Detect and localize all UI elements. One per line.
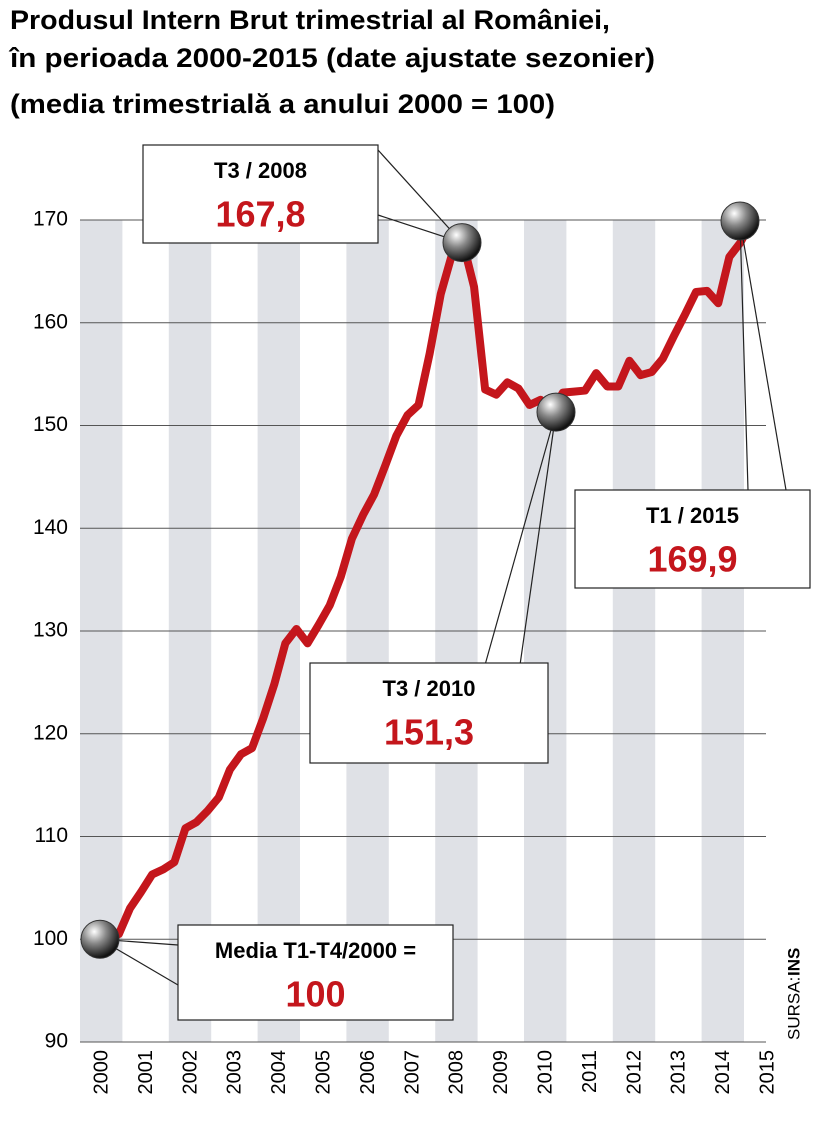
source: SURSA: INS: [784, 948, 803, 1040]
x-tick-label: 2013: [668, 1050, 690, 1095]
callout-box: [574, 489, 811, 589]
x-tick-label: 2010: [534, 1050, 556, 1095]
x-tick-label: 2002: [179, 1050, 201, 1095]
x-tick-label: 2009: [490, 1050, 512, 1095]
chart-title: (media trimestrială a anului 2000 = 100): [10, 89, 555, 119]
x-tick-label: 2005: [312, 1050, 334, 1095]
highlight-marker: [720, 201, 760, 241]
y-tick-label: 90: [45, 1030, 68, 1053]
callout-label: T3 / 2010: [383, 676, 476, 701]
y-tick-label: 150: [33, 413, 68, 436]
callout-box: [177, 924, 454, 1021]
source-name: INS: [784, 948, 803, 976]
x-tick-label: 2014: [712, 1050, 734, 1095]
callout-value: 100: [285, 974, 345, 1015]
y-tick-label: 140: [33, 516, 68, 539]
callout-value: 169,9: [647, 539, 737, 580]
y-tick-label: 170: [33, 208, 68, 231]
x-tick-label: 2004: [268, 1050, 290, 1095]
x-tick-label: 2006: [357, 1050, 379, 1095]
highlight-marker: [536, 392, 576, 432]
x-tick-label: 2008: [446, 1050, 468, 1095]
callout-value: 167,8: [215, 194, 305, 235]
x-tick-label: 2003: [224, 1050, 246, 1095]
callout-label: T3 / 2008: [214, 158, 307, 183]
chart-title: Produsul Intern Brut trimestrial al Româ…: [10, 5, 610, 35]
y-tick-label: 130: [33, 619, 68, 642]
highlight-marker: [442, 223, 482, 263]
y-tick-label: 100: [33, 927, 68, 950]
callout-label: T1 / 2015: [646, 503, 739, 528]
y-tick-label: 120: [33, 721, 68, 744]
x-tick-label: 2015: [756, 1050, 778, 1095]
callout-value: 151,3: [384, 712, 474, 753]
chart-title: în perioada 2000-2015 (date ajustate sez…: [8, 43, 655, 73]
y-tick-label: 110: [35, 824, 68, 847]
x-tick-label: 2012: [623, 1050, 645, 1095]
x-tick-label: 2000: [90, 1050, 112, 1095]
callout-pointer: [739, 220, 787, 491]
callout-box: [142, 144, 379, 244]
x-tick-label: 2007: [401, 1050, 423, 1095]
y-tick-label: 160: [33, 310, 68, 333]
x-tick-label: 2001: [135, 1050, 157, 1095]
callout-label: Media T1-T4/2000 =: [215, 938, 416, 963]
data-line: [84, 219, 756, 949]
highlight-marker: [80, 919, 120, 959]
source-label: SURSA:: [784, 977, 803, 1040]
callout-box: [309, 662, 549, 764]
x-tick-label: 2011: [579, 1050, 601, 1093]
